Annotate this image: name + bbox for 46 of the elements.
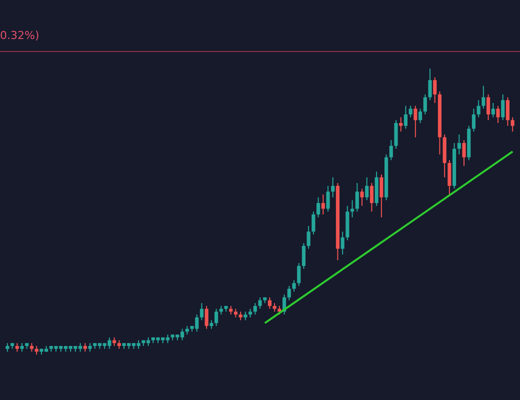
candlestick [496, 105, 500, 124]
candlestick [433, 76, 437, 104]
candlestick [380, 174, 384, 218]
candlestick [297, 262, 301, 286]
candlestick [253, 302, 257, 316]
candlestick [331, 176, 335, 198]
candlestick [306, 225, 310, 250]
candlestick [448, 160, 452, 195]
candlestick [292, 280, 296, 292]
candlestick [302, 242, 306, 270]
candlestick [340, 231, 344, 255]
candlestick [457, 134, 461, 155]
candlestick [204, 305, 208, 330]
candlestick [312, 211, 316, 235]
candlestick [268, 296, 272, 310]
candlestick [414, 105, 418, 138]
candlestick [350, 200, 354, 218]
candlestick [501, 94, 505, 121]
candlestick [491, 102, 495, 118]
candlestick [321, 194, 325, 215]
candlestick [316, 196, 320, 218]
candlestick [287, 285, 291, 301]
candlestick [399, 116, 403, 132]
candlestick [472, 108, 476, 132]
candlestick [462, 140, 466, 166]
text: 0.32%) [0, 29, 40, 42]
candlestick [355, 182, 359, 212]
candlestick [510, 116, 514, 132]
candlestick [214, 308, 218, 326]
candlestick [404, 105, 408, 130]
candlestick [428, 68, 432, 101]
candlestick [506, 96, 510, 126]
candlestick [418, 108, 422, 124]
candlestick [476, 100, 480, 118]
candlestick [394, 120, 398, 150]
candlestick [482, 85, 486, 110]
candlestick [370, 182, 374, 212]
candlestick [258, 296, 262, 310]
candlestick [423, 94, 427, 115]
candlestick [408, 105, 412, 118]
candlestick [365, 176, 369, 201]
candlestick [486, 94, 490, 121]
candlestick [326, 185, 330, 212]
candlestick [360, 188, 364, 206]
candlestick [200, 302, 204, 321]
candlestick [389, 140, 393, 161]
